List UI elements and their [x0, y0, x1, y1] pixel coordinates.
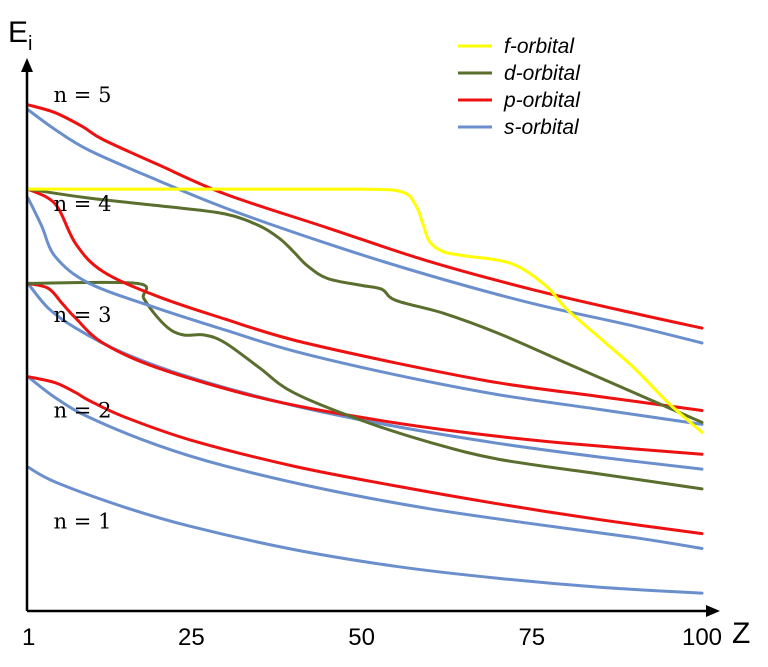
axes — [21, 58, 720, 617]
x-tick-labels: 1 25 50 75 100 — [22, 624, 722, 651]
legend-label: f-orbital — [504, 35, 575, 58]
p-orbital-curve-2 — [26, 375, 704, 536]
x-tick-label: 1 — [22, 624, 35, 651]
f-orbital-curve-11 — [26, 187, 704, 434]
series-curves — [26, 103, 704, 595]
p-orbital-curve-10 — [26, 103, 704, 330]
s-orbital-curve-0 — [26, 465, 704, 595]
y-axis-arrow-icon — [21, 58, 33, 72]
x-axis-label: Z — [732, 617, 750, 650]
s-orbital-curve-3 — [26, 281, 704, 471]
p-orbital-curve-4 — [26, 281, 704, 456]
shell-labels: n = 5 n = 4 n = 3 n = 2 n = 1 — [54, 83, 112, 534]
legend-label: p-orbital — [503, 89, 581, 112]
shell-label: n = 2 — [54, 398, 112, 422]
shell-label: n = 5 — [54, 83, 112, 107]
d-orbital-curve-5 — [26, 280, 704, 491]
x-tick-label: 100 — [682, 624, 722, 651]
d-orbital-curve-8 — [26, 187, 704, 424]
y-axis-label: Ei — [8, 16, 32, 55]
x-tick-label: 75 — [518, 624, 545, 651]
p-orbital-curve-7 — [26, 187, 704, 412]
legend-label: d-orbital — [504, 62, 581, 85]
legend-label: s-orbital — [504, 116, 580, 139]
s-orbital-curve-6 — [26, 196, 704, 426]
x-tick-label: 50 — [348, 624, 375, 651]
s-orbital-curve-1 — [26, 375, 704, 550]
legend: f-orbital d-orbital p-orbital s-orbital — [458, 35, 581, 139]
x-axis-arrow-icon — [706, 605, 720, 617]
shell-label: n = 1 — [54, 510, 112, 534]
shell-label: n = 4 — [54, 192, 112, 216]
s-orbital-curve-9 — [26, 108, 704, 345]
shell-label: n = 3 — [54, 303, 112, 327]
x-tick-label: 25 — [178, 624, 205, 651]
